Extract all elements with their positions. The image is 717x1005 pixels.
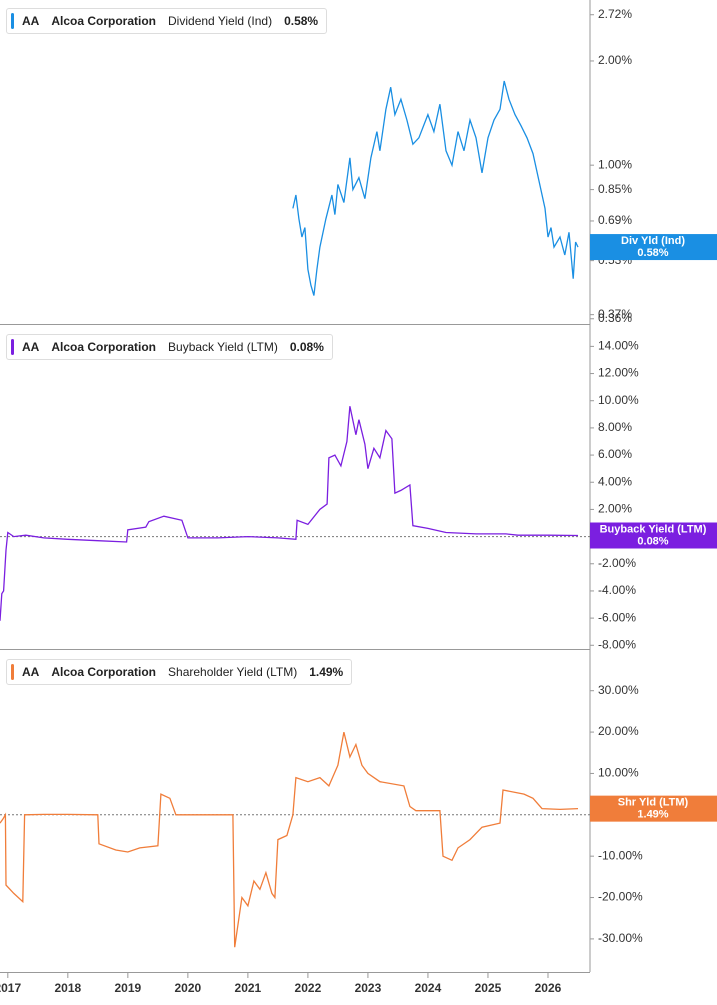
y-tick-label: -2.00%	[598, 556, 636, 570]
ticker: AA	[22, 665, 40, 679]
y-tick-label: 0.85%	[598, 182, 632, 196]
y-tick-label: 4.00%	[598, 474, 632, 488]
y-tick-label: 10.00%	[598, 393, 639, 407]
y-tick-label: -30.00%	[598, 931, 643, 945]
x-tick-label: 2019	[114, 981, 141, 995]
y-tick-label: -20.00%	[598, 890, 643, 904]
x-tick-label: 2017	[0, 981, 21, 995]
legend: AA Alcoa Corporation Buyback Yield (LTM) 0.…	[6, 334, 333, 360]
y-tick-label: -10.00%	[598, 848, 643, 862]
series-name: Shareholder Yield (LTM)	[168, 665, 298, 679]
x-tick-label: 2018	[54, 981, 81, 995]
y-tick-label: 0.37%	[598, 307, 632, 321]
series-name: Dividend Yield (Ind)	[168, 14, 273, 28]
legend-color	[11, 339, 14, 355]
y-tick-label: 20.00%	[598, 724, 639, 738]
x-tick-label: 2022	[295, 981, 322, 995]
current-value: 1.49%	[309, 665, 344, 679]
x-tick-label: 2020	[175, 981, 202, 995]
flag-name: Shr Yld (LTM)	[618, 797, 689, 809]
data-line	[0, 731, 579, 948]
legend: AA Alcoa Corporation Shareholder Yield (LT…	[6, 659, 353, 685]
company: Alcoa Corporation	[51, 665, 157, 679]
x-tick-label: 2021	[235, 981, 262, 995]
x-tick-label: 2025	[475, 981, 502, 995]
y-tick-label: 1.00%	[598, 157, 632, 171]
flag-name: Buyback Yield (LTM)	[600, 523, 707, 535]
y-tick-label: 2.00%	[598, 53, 632, 67]
y-tick-label: -8.00%	[598, 637, 636, 651]
y-tick-label: 6.00%	[598, 447, 632, 461]
current-value: 0.08%	[289, 340, 324, 354]
data-line	[292, 80, 579, 296]
flag-name: Div Yld (Ind)	[621, 235, 685, 247]
flag-value: 0.08%	[637, 535, 668, 547]
ticker: AA	[22, 14, 40, 28]
current-flag	[590, 795, 717, 822]
y-tick-label: 8.00%	[598, 420, 632, 434]
legend: AA Alcoa Corporation Dividend Yield (Ind) 0…	[6, 8, 328, 34]
y-tick-label: 0.36%	[598, 311, 632, 325]
data-line	[0, 406, 579, 621]
current-value: 0.58%	[284, 14, 319, 28]
y-tick-label: 2.72%	[598, 7, 632, 21]
y-tick-label: 14.00%	[598, 339, 639, 353]
y-tick-label: 0.69%	[598, 213, 632, 227]
company: Alcoa Corporation	[51, 340, 157, 354]
company: Alcoa Corporation	[51, 14, 157, 28]
current-flag	[590, 234, 717, 261]
y-tick-label: 12.00%	[598, 366, 639, 380]
y-tick-label: -4.00%	[598, 583, 636, 597]
y-tick-label: 2.00%	[598, 502, 632, 516]
flag-value: 0.58%	[637, 247, 668, 259]
legend-color	[11, 13, 14, 29]
current-flag	[590, 522, 717, 549]
series-name: Buyback Yield (LTM)	[168, 340, 278, 354]
y-tick-label: 30.00%	[598, 683, 639, 697]
y-tick-label: 10.00%	[598, 766, 639, 780]
y-tick-label: -6.00%	[598, 610, 636, 624]
x-tick-label: 2024	[415, 981, 442, 995]
legend-color	[11, 664, 14, 680]
ticker: AA	[22, 340, 40, 354]
x-tick-label: 2026	[535, 981, 562, 995]
flag-value: 1.49%	[637, 809, 668, 821]
x-tick-label: 2023	[355, 981, 382, 995]
